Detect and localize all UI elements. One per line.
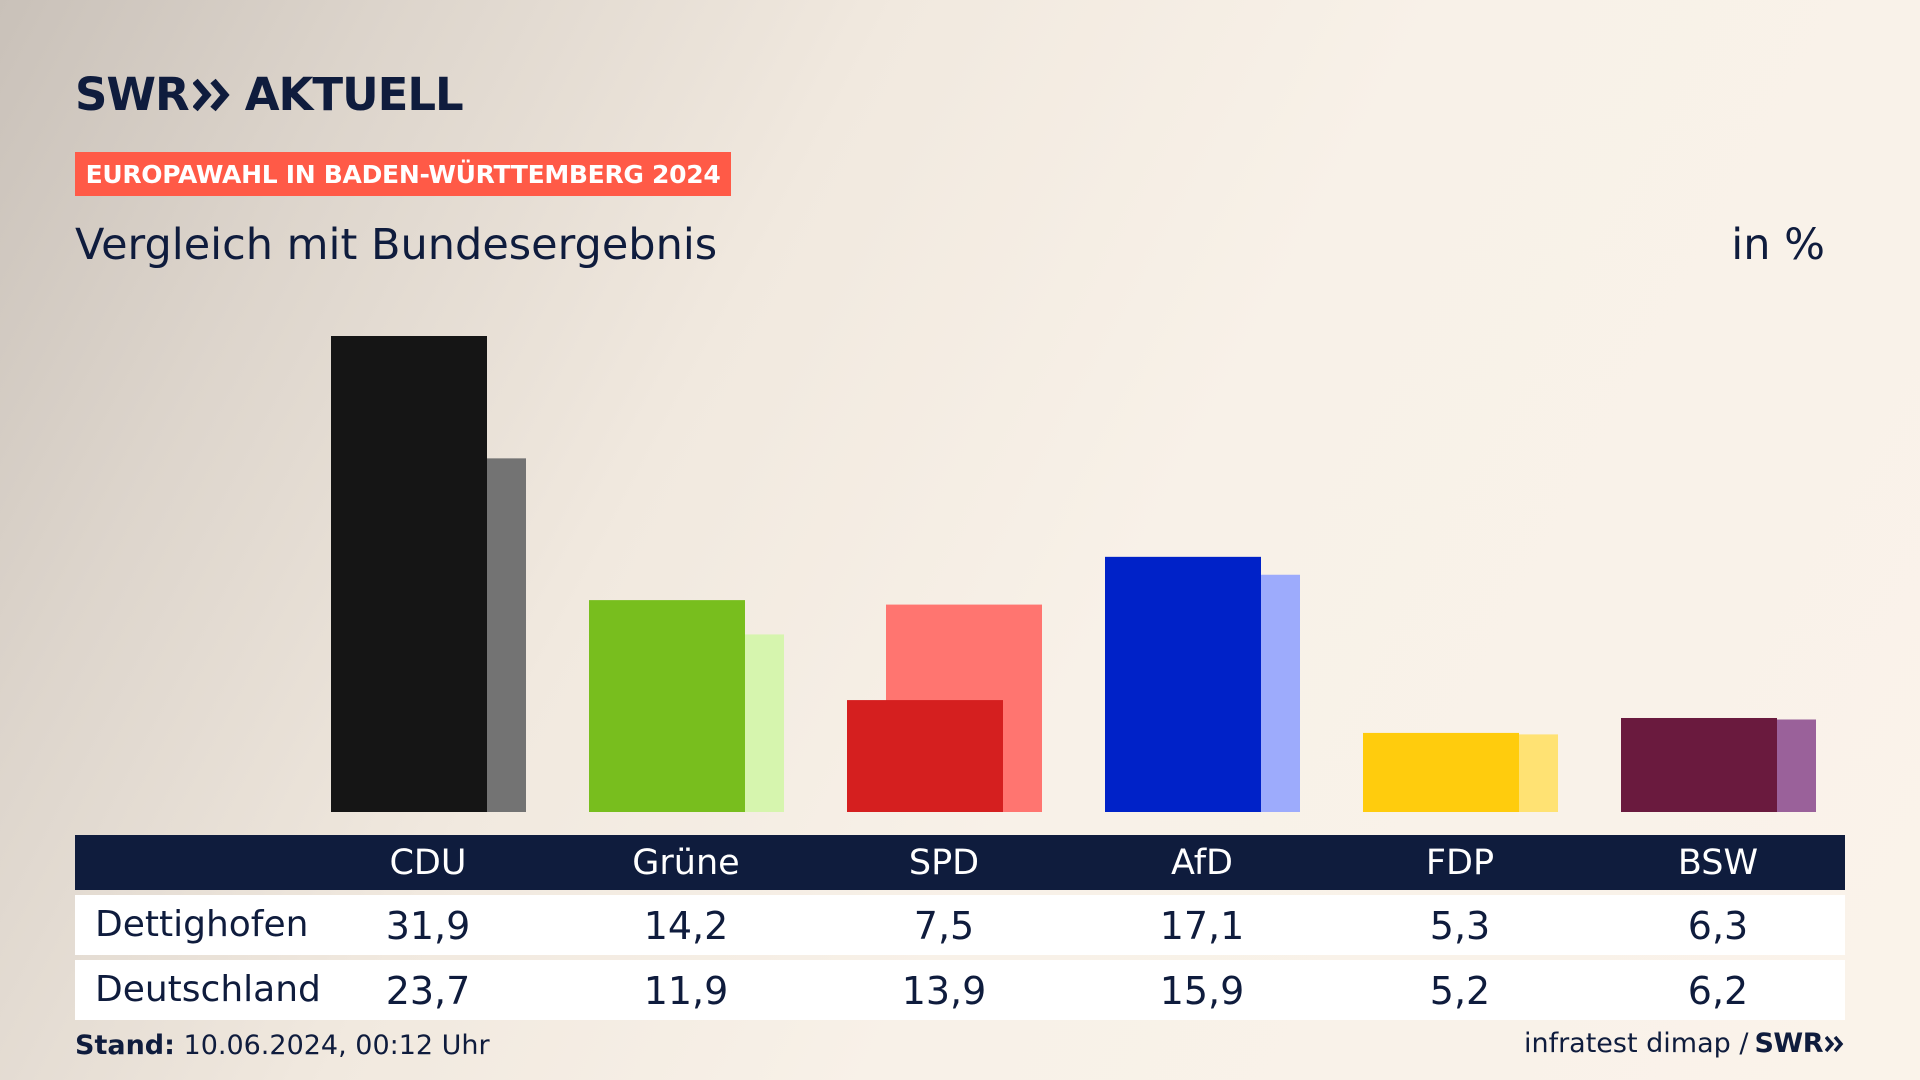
timestamp: Stand: 10.06.2024, 00:12 Uhr	[75, 1030, 490, 1061]
row-label: Deutschland	[95, 969, 321, 1010]
footer-swr-logo: SWR	[1754, 1028, 1823, 1059]
logo-aktuell-text: AKTUELL	[244, 68, 464, 121]
swr-aktuell-logo: SWR AKTUELL	[75, 68, 464, 121]
results-table: CDU Grüne SPD AfD FDP BSW Dettighofen 31,9 14,2…	[75, 835, 1845, 1020]
column-header: Grüne	[632, 843, 740, 883]
election-banner: EUROPAWAHL IN BADEN-WÜRTTEMBERG 2024	[75, 152, 731, 196]
column-header: SPD	[908, 843, 980, 883]
column-header: AfD	[1171, 843, 1233, 883]
chart-subtitle: Vergleich mit Bundesergebnis	[75, 220, 718, 270]
bar-dettighofen-cdu	[331, 336, 487, 812]
column-header: BSW	[1677, 843, 1759, 883]
table-cell: 31,9	[385, 904, 471, 948]
bar-chart	[331, 336, 1816, 812]
double-chevron-icon	[192, 78, 230, 111]
table-cell: 6,2	[1687, 969, 1749, 1013]
row-label: Dettighofen	[95, 904, 309, 945]
table-cell: 17,1	[1159, 904, 1245, 948]
source-credit: infratest dimap / SWR	[1524, 1028, 1845, 1059]
table-cell: 23,7	[385, 969, 471, 1013]
table-header: CDU Grüne SPD AfD FDP BSW	[75, 835, 1845, 890]
table-cell: 14,2	[643, 904, 729, 948]
table-row: Deutschland 23,7 11,9 13,9 15,9 5,2 6,2	[75, 960, 1845, 1020]
column-header: FDP	[1425, 843, 1495, 883]
stand-value: 10.06.2024, 00:12 Uhr	[183, 1030, 490, 1061]
table-cell: 11,9	[643, 969, 729, 1013]
stand-label: Stand:	[75, 1030, 175, 1061]
table-cell: 5,2	[1429, 969, 1491, 1013]
table-cell: 15,9	[1159, 969, 1245, 1013]
table-row: Dettighofen 31,9 14,2 7,5 17,1 5,3 6,3	[75, 895, 1845, 955]
bar-dettighofen-spd	[847, 700, 1003, 812]
bar-dettighofen-afd	[1105, 556, 1261, 812]
bar-dettighofen-fdp	[1363, 732, 1519, 812]
source-text: infratest dimap /	[1523, 1028, 1749, 1059]
bar-dettighofen-grüne	[589, 600, 745, 812]
unit-label: in %	[1731, 220, 1825, 270]
table-cell: 6,3	[1687, 904, 1749, 948]
double-chevron-icon	[1825, 1035, 1844, 1052]
table-cell: 5,3	[1429, 904, 1491, 948]
table-cell: 13,9	[901, 969, 987, 1013]
bar-dettighofen-bsw	[1621, 717, 1777, 812]
table-cell: 7,5	[913, 904, 975, 948]
logo-swr-text: SWR	[75, 68, 190, 121]
column-header: CDU	[389, 843, 467, 883]
